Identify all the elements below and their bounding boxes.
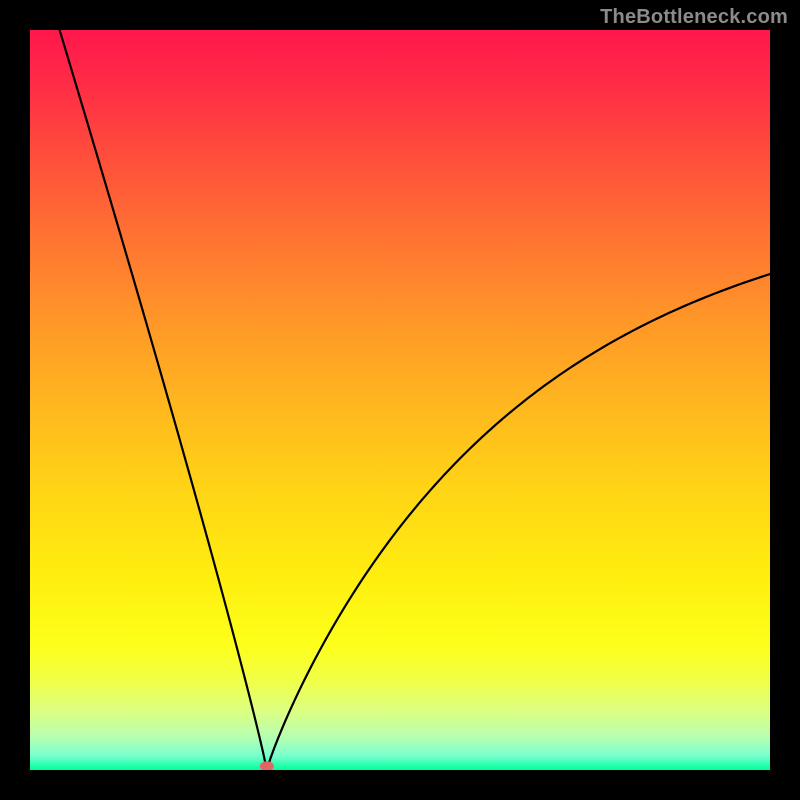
chart-frame: TheBottleneck.com <box>0 0 800 800</box>
bottleneck-chart <box>30 30 770 770</box>
gradient-background <box>30 30 770 770</box>
watermark-text: TheBottleneck.com <box>600 6 788 29</box>
plot-area <box>30 30 770 770</box>
